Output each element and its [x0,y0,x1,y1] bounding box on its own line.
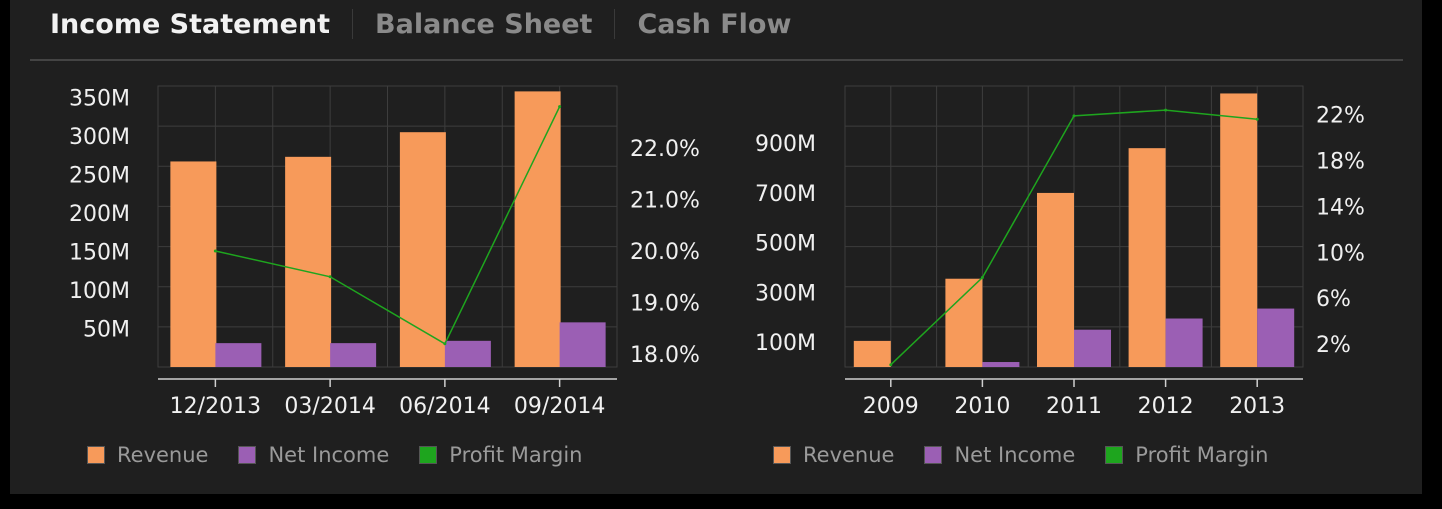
y-left-tick-label: 100M [755,331,816,356]
x-tick-label: 2011 [1046,394,1102,419]
y-left-tick-label: 900M [755,132,816,157]
y-right-tick-label: 22% [1316,104,1365,129]
point-profit-margin [213,249,217,253]
point-profit-margin [443,342,447,346]
bar-net-income [559,322,606,367]
bar-net-income [1165,318,1203,367]
point-profit-margin [889,363,893,367]
tab-separator [614,9,616,39]
legend-item-profit-margin[interactable]: Profit Margin [1105,443,1268,467]
legend-item-revenue[interactable]: Revenue [87,443,208,467]
legend-label: Profit Margin [449,443,583,467]
legend-label: Profit Margin [1135,443,1269,467]
y-left-tick-label: 250M [69,164,130,189]
bar-revenue [1220,93,1258,367]
y-left-tick-label: 500M [755,232,816,257]
legend-label: Net Income [954,443,1076,467]
legend-swatch-net-income [238,446,257,464]
bar-revenue [285,156,332,367]
legend-label: Revenue [117,443,209,467]
x-tick-label: 2012 [1138,394,1194,419]
tab-balance-sheet[interactable]: Balance Sheet [375,8,593,40]
bar-net-income [1074,329,1111,367]
legend-swatch-net-income [924,446,943,464]
chart-quarterly: 12/2013 03/2014 06/2014 09/2014 50M 100M 150M 2… [69,85,700,419]
x-tick-label: 2013 [1229,394,1285,419]
x-tick-label: 09/2014 [514,394,605,419]
bar-net-income [215,343,262,367]
point-profit-margin [980,276,984,280]
bar-net-income [982,362,1020,367]
legend-swatch-profit-margin [419,446,438,464]
y-left-tick-label: 200M [69,202,130,227]
point-profit-margin [558,105,562,109]
tab-separator [352,9,354,39]
legend-quarterly: Revenue Net Income Profit Margin [87,443,612,467]
legend-label: Revenue [803,443,895,467]
y-left-tick-label: 150M [69,241,130,266]
legend-item-revenue[interactable]: Revenue [773,443,894,467]
legend-annual: Revenue Net Income Profit Margin [773,443,1298,467]
point-profit-margin [1072,114,1076,118]
y-right-tick-label: 20.0% [630,240,700,265]
y-right-tick-label: 2% [1316,333,1351,358]
y-left-tick-label: 700M [755,182,816,207]
x-tick-label: 2010 [954,394,1010,419]
statement-tabs: Income Statement Balance Sheet Cash Flow [50,6,791,42]
y-right-tick-label: 6% [1316,287,1351,312]
y-right-tick-label: 18.0% [630,343,700,368]
point-profit-margin [1255,117,1259,121]
legend-item-profit-margin[interactable]: Profit Margin [419,443,582,467]
point-profit-margin [1164,108,1168,112]
point-profit-margin [328,275,332,279]
tab-cash-flow[interactable]: Cash Flow [637,8,792,40]
legend-swatch-revenue [87,446,105,464]
tab-divider [30,59,1403,61]
legend-item-net-income[interactable]: Net Income [924,443,1075,467]
bar-revenue [1037,192,1074,367]
bar-revenue [399,132,446,367]
tab-income-statement[interactable]: Income Statement [50,8,331,40]
x-tick-label: 03/2014 [284,394,375,419]
y-left-tick-label: 350M [69,87,130,112]
bar-revenue [514,91,561,367]
x-tick-label: 12/2013 [170,394,261,419]
legend-item-net-income[interactable]: Net Income [238,443,389,467]
y-left-tick-label: 50M [83,318,130,343]
bar-revenue [945,278,983,367]
x-tick-label: 06/2014 [399,394,490,419]
y-right-tick-label: 10% [1316,241,1365,266]
y-right-tick-label: 19.0% [630,292,700,317]
y-left-tick-label: 100M [69,279,130,304]
y-left-tick-label: 300M [755,281,816,306]
legend-swatch-revenue [773,446,791,464]
legend-swatch-profit-margin [1105,446,1124,464]
bar-net-income [444,340,491,367]
bar-revenue [853,340,891,367]
bar-net-income [330,343,377,367]
legend-label: Net Income [268,443,390,467]
y-left-tick-label: 300M [69,125,130,150]
chart-annual: 2009 2010 2011 2012 2013 100M 300M 500M 700M 900M… [755,85,1365,419]
y-right-tick-label: 21.0% [630,188,700,213]
x-tick-label: 2009 [863,394,919,419]
bar-net-income [1257,308,1295,367]
y-right-tick-label: 14% [1316,195,1365,220]
line-profit-margin [215,106,561,345]
y-right-tick-label: 22.0% [630,137,700,162]
bar-revenue [170,161,217,367]
y-right-tick-label: 18% [1316,150,1365,175]
bar-revenue [1128,148,1166,367]
